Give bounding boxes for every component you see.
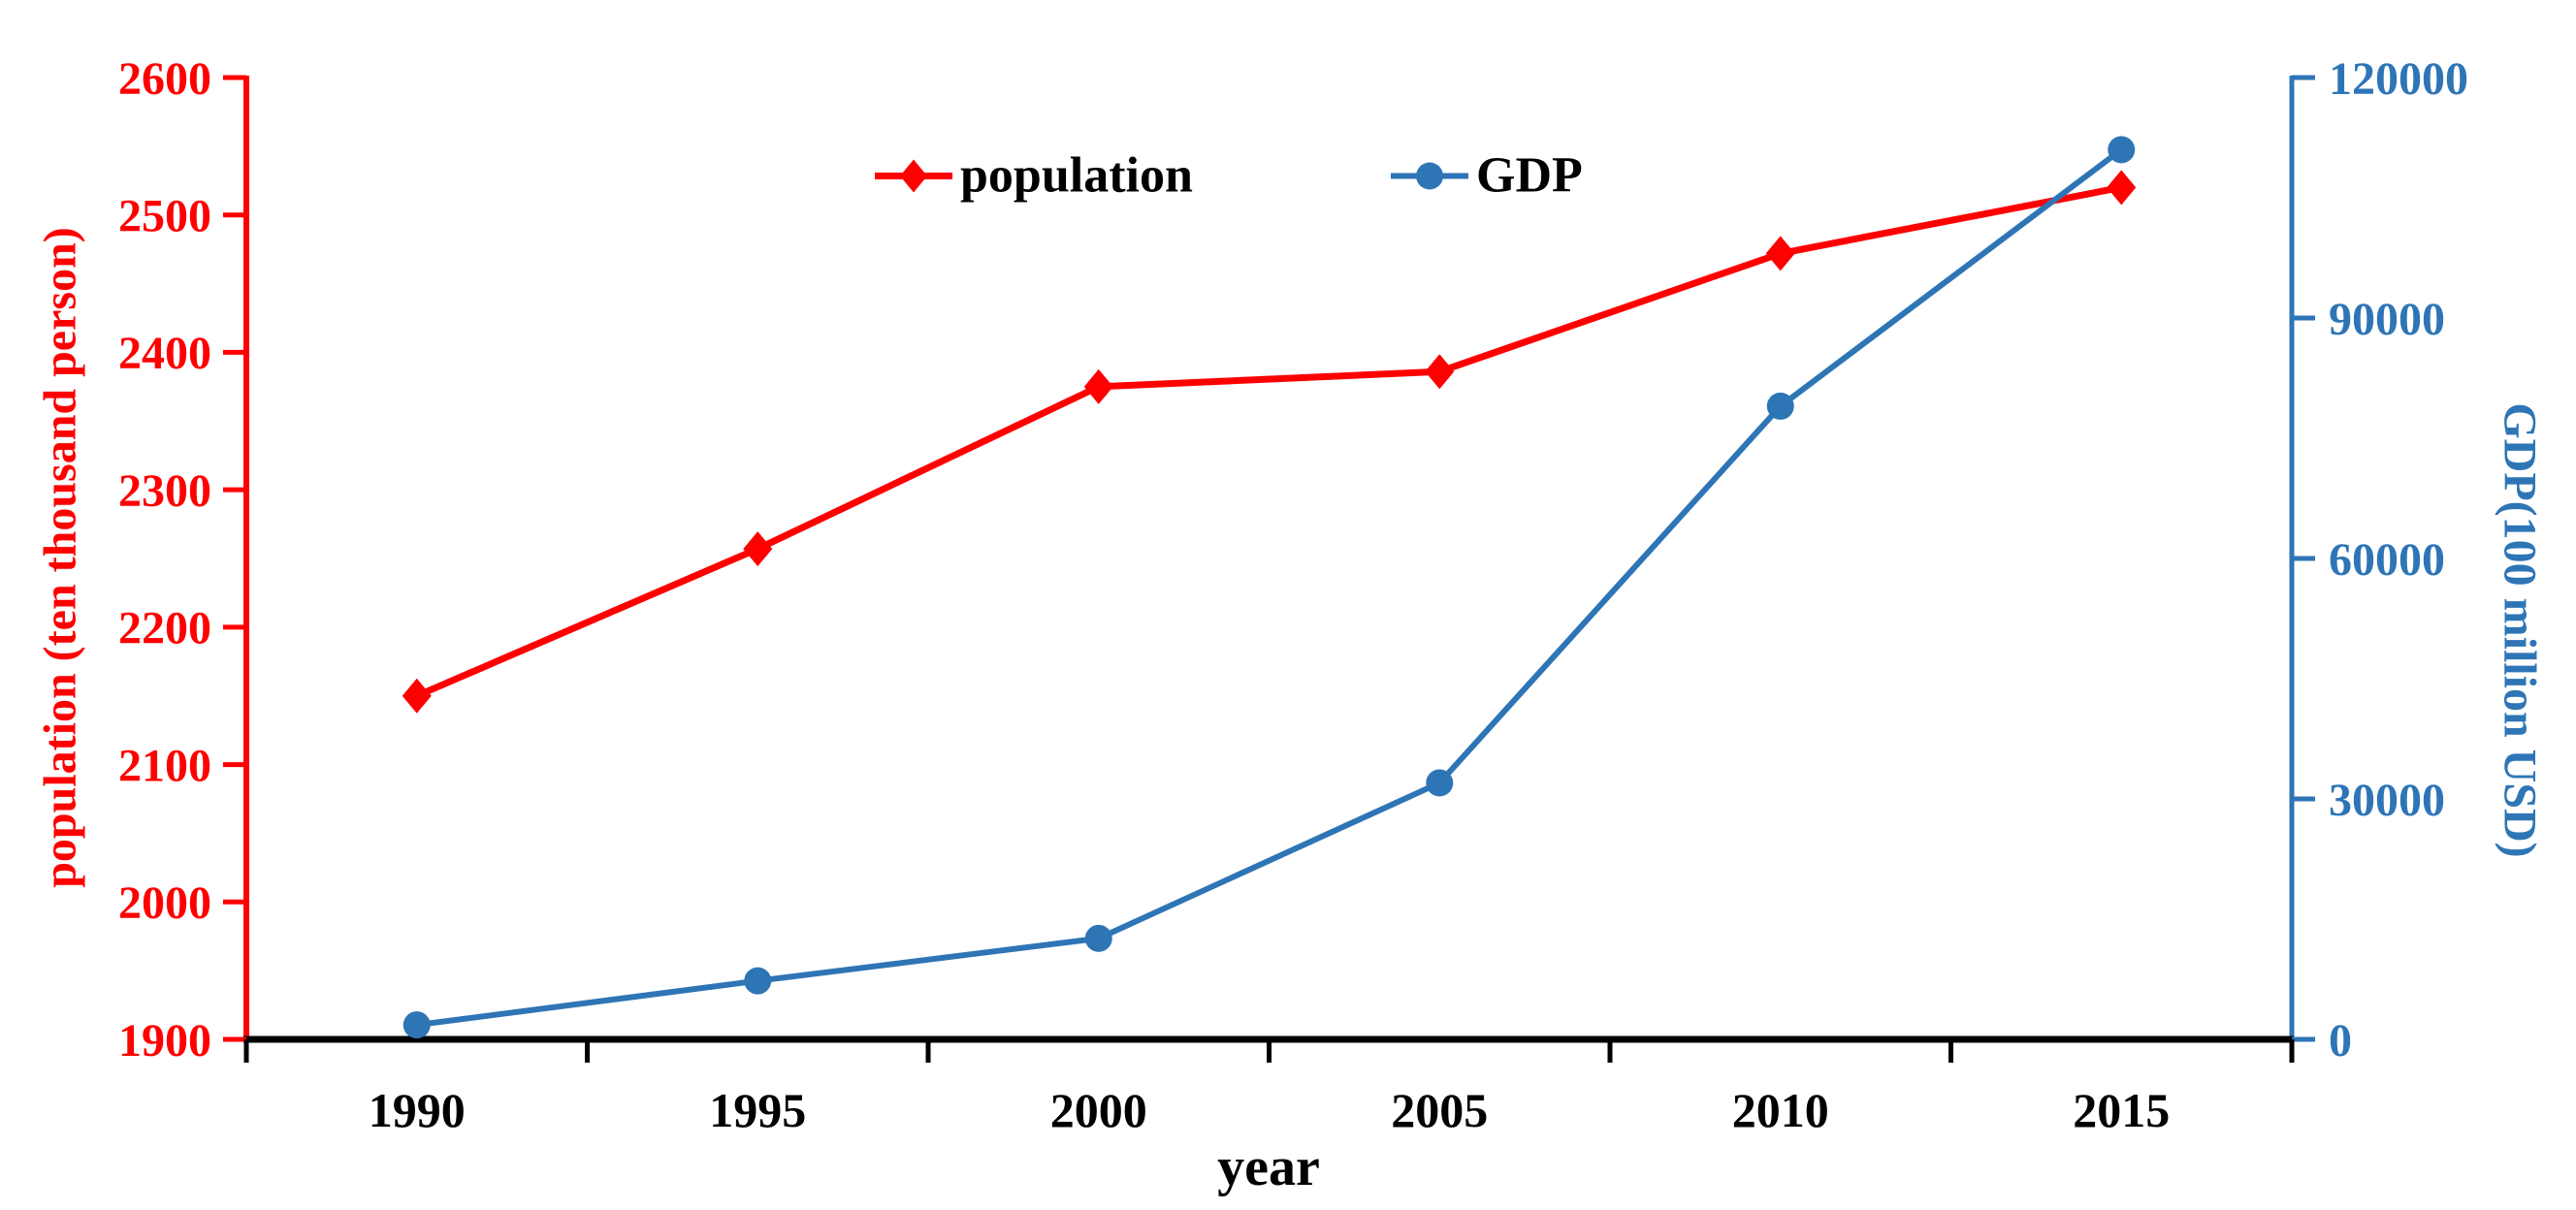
gdp-series-marker-icon bbox=[1391, 162, 1468, 189]
population-data-point bbox=[402, 678, 432, 714]
gdp-line bbox=[413, 146, 2125, 1029]
gdp-data-point bbox=[2108, 136, 2136, 164]
right-axis-tick-label: 30000 bbox=[2329, 775, 2445, 826]
right-axis-tick-label: 90000 bbox=[2329, 294, 2445, 345]
population-data-point bbox=[1083, 368, 1113, 404]
population-data-point bbox=[743, 531, 773, 567]
population-line bbox=[413, 183, 2125, 700]
left-axis-tick-label: 2500 bbox=[118, 191, 211, 242]
gdp-data-point bbox=[744, 967, 772, 995]
x-axis-tick-label: 2000 bbox=[1050, 1083, 1147, 1137]
population-series-marker-icon bbox=[875, 159, 952, 192]
right-y-axis-title: GDP(100 million USD) bbox=[2494, 402, 2546, 858]
population-data-point bbox=[1425, 354, 1455, 390]
right-axis-tick-label: 120000 bbox=[2329, 53, 2468, 105]
x-axis-tick-label: 1995 bbox=[709, 1083, 806, 1137]
gdp-data-point bbox=[402, 1011, 431, 1039]
left-axis-tick-label: 2100 bbox=[118, 740, 211, 791]
legend-label-population: population bbox=[960, 147, 1193, 204]
left-axis-tick-label: 2600 bbox=[118, 53, 211, 105]
population-data-point bbox=[1765, 236, 1795, 271]
left-axis-tick-label: 2200 bbox=[118, 603, 211, 654]
right-axis-tick-label: 60000 bbox=[2329, 534, 2445, 586]
x-axis-tick-label: 2005 bbox=[1391, 1083, 1488, 1137]
left-axis-tick-label: 2400 bbox=[118, 328, 211, 379]
x-axis-tick-label: 2015 bbox=[2073, 1083, 2170, 1137]
population-data-point bbox=[2107, 170, 2137, 206]
right-axis-tick-label: 0 bbox=[2329, 1015, 2352, 1067]
x-axis-title: year bbox=[1217, 1137, 1320, 1197]
x-axis-tick-label: 1990 bbox=[369, 1083, 466, 1137]
left-axis-tick-label: 2000 bbox=[118, 877, 211, 929]
x-axis-tick-label: 2010 bbox=[1732, 1083, 1829, 1137]
gdp-data-point bbox=[1766, 392, 1794, 420]
gdp-data-point bbox=[1426, 769, 1454, 797]
gdp-data-point bbox=[1084, 924, 1112, 952]
left-y-axis-title: population (ten thousand person) bbox=[34, 227, 86, 888]
left-axis-tick-label: 1900 bbox=[118, 1015, 211, 1067]
legend-item-gdp: GDP bbox=[1389, 147, 1583, 205]
legend-item-population: population bbox=[873, 147, 1193, 205]
legend-label-gdp: GDP bbox=[1476, 147, 1583, 204]
left-axis-tick-label: 2300 bbox=[118, 465, 211, 517]
